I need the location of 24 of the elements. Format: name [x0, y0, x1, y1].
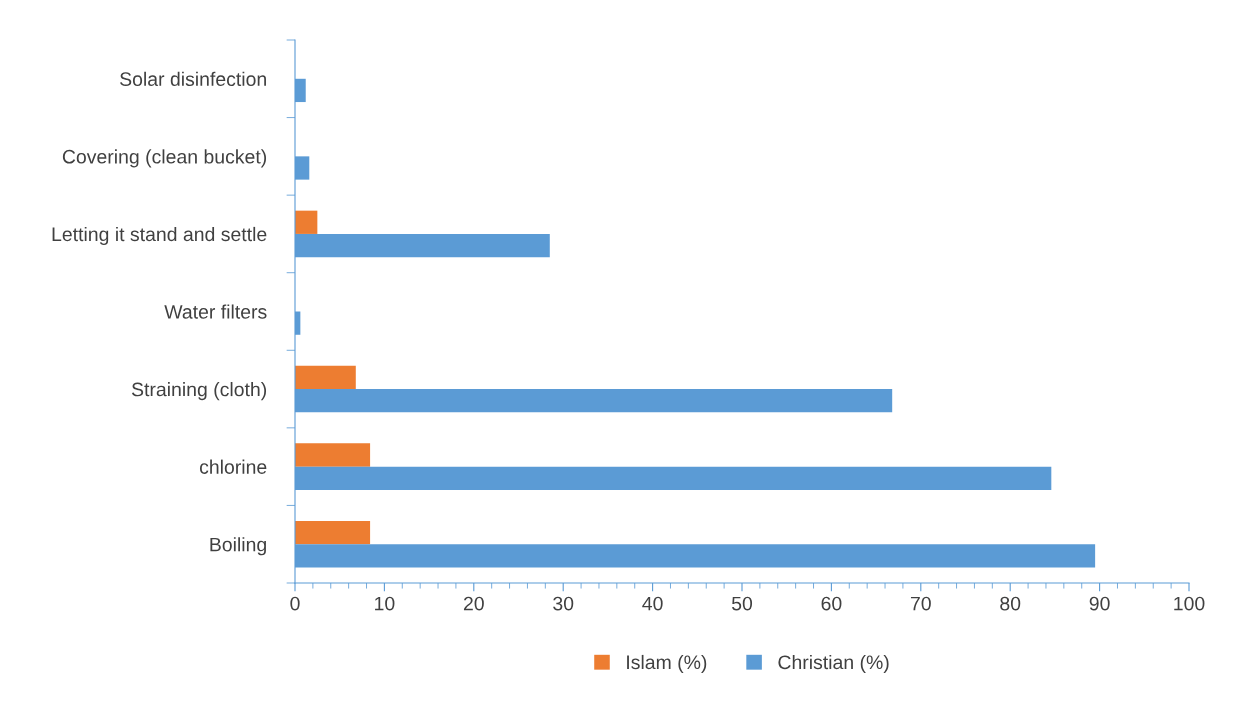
x-tick-label: 40: [642, 596, 663, 611]
x-tick-label: 50: [731, 596, 753, 611]
y-tick-label: Water filters: [164, 304, 267, 319]
x-tick-label: 90: [1089, 596, 1110, 611]
y-tick-label: Boiling: [210, 537, 266, 556]
x-tick-label: 30: [553, 596, 574, 611]
bar: [295, 520, 371, 545]
bar: [295, 365, 356, 390]
y-tick-label: Solar disinfection: [120, 71, 266, 87]
legend-label: Christian (%): [778, 654, 889, 674]
bar: [295, 210, 318, 234]
y-tick-label: Covering (clean bucket): [62, 149, 267, 168]
x-tick-label: 80: [1000, 596, 1021, 611]
x-tick-label: 0: [290, 596, 300, 611]
x-tick-label: 20: [463, 596, 484, 611]
x-tick-label: 100: [1174, 596, 1205, 611]
y-tick-label: chlorine: [199, 459, 267, 474]
x-tick-label: 70: [910, 596, 931, 611]
y-tick-label: Letting it stand and settle: [52, 226, 267, 246]
y-tick-label: Straining (cloth): [131, 382, 267, 401]
x-tick-label: 10: [375, 596, 395, 611]
bar: [295, 443, 371, 467]
x-tick-label: 60: [821, 596, 842, 611]
legend-label: Islam (%): [627, 654, 707, 674]
